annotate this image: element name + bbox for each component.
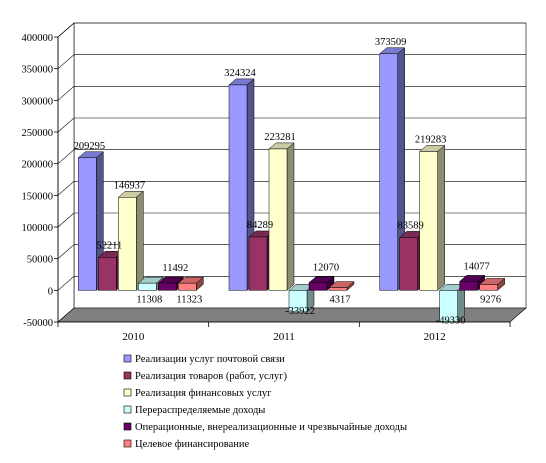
y-tick-label: 400000 [22,33,54,44]
y-tick-label: -50000 [23,318,53,329]
data-label: 84289 [247,220,273,231]
gridline [57,276,526,291]
bar [399,237,418,291]
data-label: 83589 [398,220,424,231]
legend-label: Реализация товаров (работ, услуг) [135,371,287,382]
bar [78,157,97,291]
data-label: 219283 [415,134,447,145]
gridline [57,54,526,69]
bar [379,53,398,291]
gridline [57,149,526,164]
data-label: 11492 [162,263,188,274]
legend: Реализации услуг почтовой связи Реализаци… [123,354,407,450]
bar [268,148,288,291]
legend-label: Целевое финансирование [135,439,250,450]
data-label: 4317 [330,294,351,305]
data-label: -33922 [285,306,315,317]
bar-side [136,190,144,291]
bar [178,282,197,291]
y-tick-label: 300000 [22,96,54,107]
bars [77,47,506,323]
x-tick-label: 2012 [424,331,446,343]
gridline [57,86,526,101]
gridline [57,212,526,228]
side-wall [57,22,75,323]
y-axis: 400000 350000 300000 250000 200000 150000 1000… [22,33,59,329]
x-tick-label: 2011 [273,331,295,343]
y-tick-label: 200000 [22,160,54,171]
data-label: 12070 [313,263,339,274]
bar [118,197,137,291]
legend-swatch [123,388,132,397]
data-label: 9276 [480,294,501,305]
legend-swatch [123,371,132,380]
data-labels: 209295 52211 146937 11308 11492 11323 324324 84… [74,37,502,327]
gridlines [57,22,526,291]
x-axis: 2010 2011 2012 [57,321,511,343]
legend-swatch [123,405,132,414]
y-tick-label: 0 [48,286,53,297]
bar [308,282,328,291]
x-tick-label: 2010 [122,331,145,343]
bar-side [286,142,295,291]
legend-label: Операционные, внереализационные и чрезвы… [135,422,407,433]
bar [479,284,498,291]
bar [419,151,438,291]
data-label: 146937 [114,180,146,191]
y-tick-label: 250000 [22,128,54,139]
y-tick-label: 50000 [27,255,53,266]
y-tick-label: 350000 [22,65,54,76]
legend-label: Реализации услуг почтовой связи [135,354,285,365]
legend-swatch [123,422,132,431]
legend-swatch [123,439,132,448]
data-label: 52211 [96,240,122,251]
data-label: 373509 [375,37,407,48]
bar-side [437,144,445,291]
bar [228,84,248,291]
bar [439,290,458,322]
legend-label: Реализация финансовых услуг [135,388,272,399]
bar [138,282,157,291]
data-label: 209295 [74,141,106,152]
legend-swatch [123,354,132,363]
bar [98,257,117,291]
bar [158,282,177,291]
bar [248,236,268,291]
data-label: 324324 [224,68,256,79]
gridline [57,117,526,133]
legend-label: Перераспределяемые доходы [135,405,265,416]
gridline [57,181,526,196]
y-tick-label: 150000 [22,191,54,202]
y-tick-label: 100000 [22,223,54,234]
data-label: 11323 [176,294,202,305]
gridline [57,244,526,259]
gridline [57,22,526,38]
data-label: 223281 [264,132,296,143]
bar [288,290,308,313]
bar [328,287,348,291]
data-label: 14077 [464,261,490,272]
bar [459,281,478,291]
data-label: 11308 [136,294,162,305]
data-label: -49330 [436,316,466,327]
